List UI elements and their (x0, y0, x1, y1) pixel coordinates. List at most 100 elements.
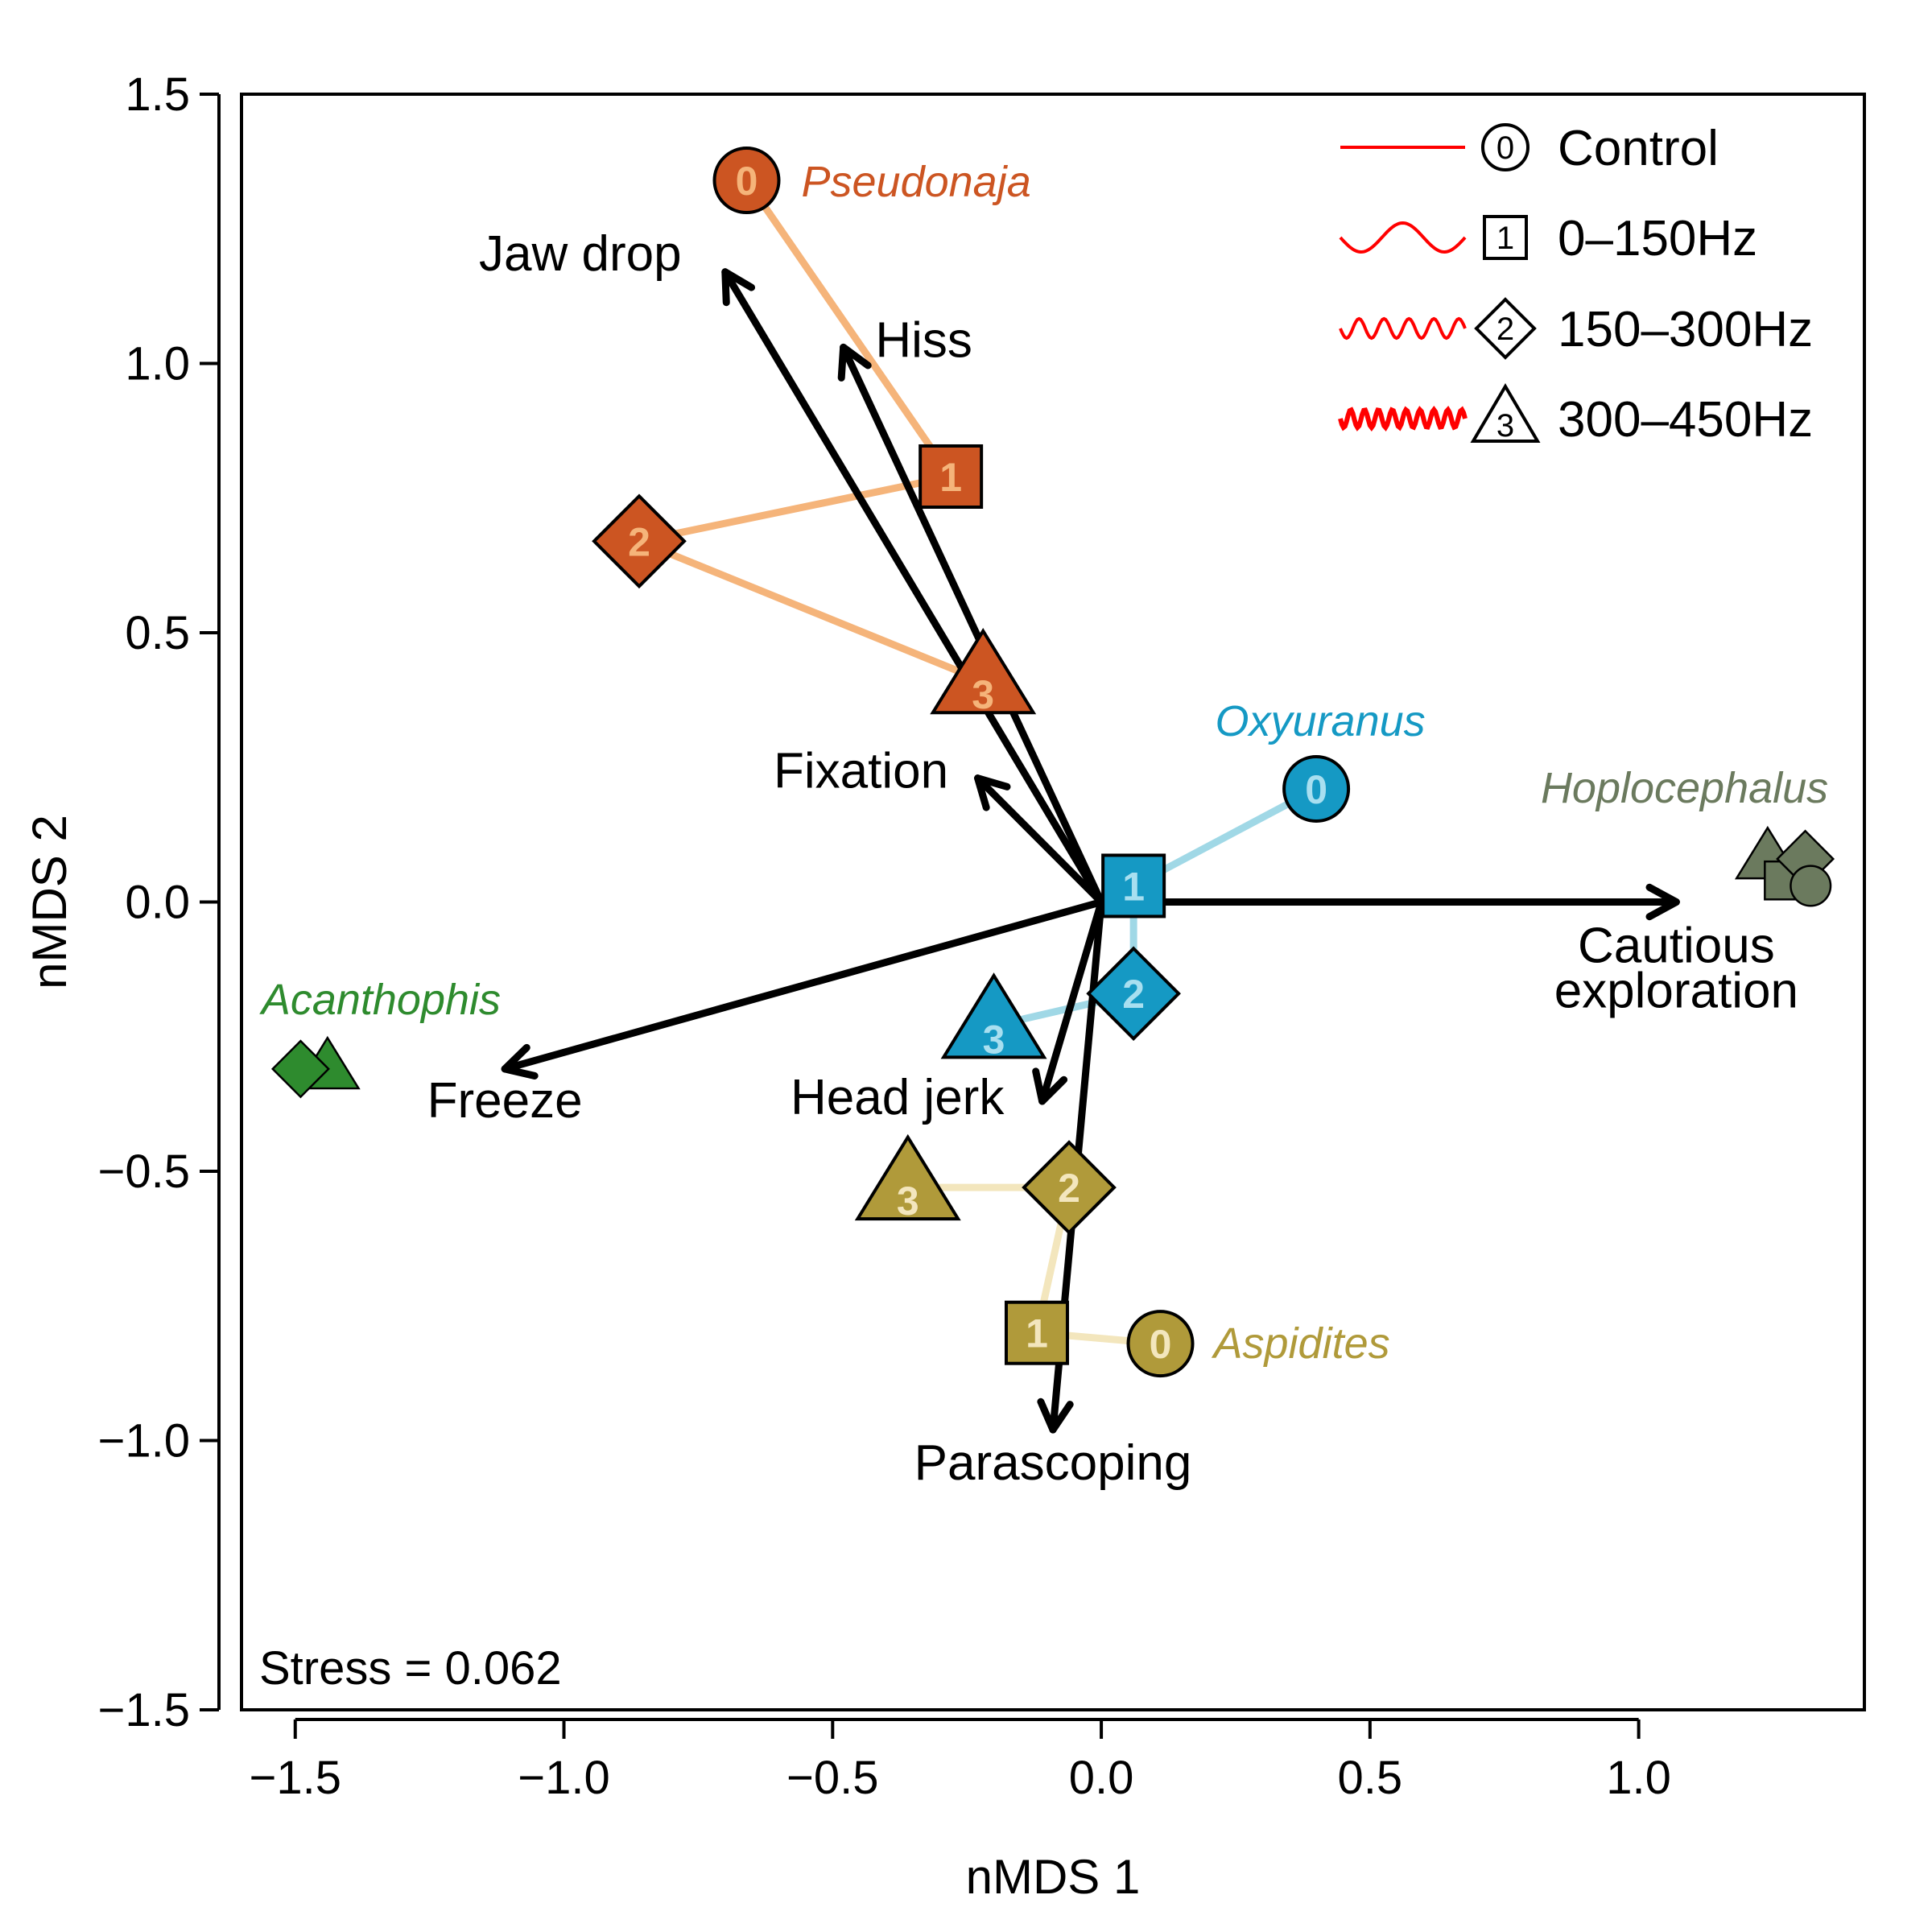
diamond-marker (1022, 1140, 1117, 1235)
diamond-marker (1086, 946, 1181, 1042)
marker-number: 0 (1305, 767, 1327, 812)
vector-label: Parascoping (914, 1435, 1192, 1491)
marker-number: 2 (628, 519, 650, 564)
vector-line (1038, 898, 1105, 1105)
vector-arrowhead (501, 1043, 539, 1080)
plot-frame (240, 93, 1866, 1711)
vector-line (840, 343, 1105, 906)
legend-entry-control: 0 Control (1340, 121, 1719, 176)
marker-number: 2 (1058, 1166, 1080, 1211)
marker-number: 0 (1150, 1322, 1172, 1367)
species-label-pseudonaja: Pseudonaja (801, 158, 1030, 206)
vector-freeze: Freeze (427, 898, 1105, 1129)
vector-arrowhead (721, 268, 756, 307)
vector-label: Fixation (774, 744, 948, 799)
vector-arrowhead (1032, 1067, 1068, 1105)
vector-fixation: Fixation (774, 744, 1105, 906)
vector-label: Cautious (1578, 919, 1775, 974)
legend-line (1339, 221, 1467, 254)
path-pseudonaja (635, 178, 985, 685)
marker-number: 3 (983, 1017, 1005, 1062)
y-tick-label: 1.5 (125, 68, 190, 121)
y-axis-title: nMDS 2 (23, 815, 76, 989)
legend-label: 150–300Hz (1558, 302, 1813, 357)
marker-number: 3 (897, 1179, 919, 1224)
vector-line (721, 268, 1105, 906)
legend-label: Control (1558, 121, 1719, 176)
vector-label-line2: exploration (1554, 964, 1798, 1019)
legend-circle (1481, 123, 1530, 171)
y-tick-label: 0.0 (125, 877, 190, 929)
y-tick-label: −0.5 (98, 1146, 191, 1198)
legend-line (1339, 316, 1467, 341)
legend: 0 Control 1 0–150Hz 2 150–300Hz 3 300–450Hz (1338, 121, 1813, 448)
square-marker (1004, 1300, 1069, 1365)
legend-entry-150-300hz: 2 150–300Hz (1339, 297, 1813, 360)
species-label-acanthophis: Acanthophis (259, 976, 501, 1024)
marker (270, 1039, 330, 1099)
legend-entry-0-150hz: 1 0–150Hz (1339, 211, 1757, 266)
y-tick-label: 0.5 (125, 607, 190, 659)
y-tick-label: 1.0 (125, 338, 190, 390)
point-hoplocephalus (1790, 865, 1832, 907)
point-pseudonaja: 1 (919, 444, 984, 509)
point-oxyuranus: 3 (940, 972, 1047, 1062)
point-aspidites: 0 (1126, 1310, 1195, 1378)
point-aspidites: 3 (854, 1133, 961, 1224)
y-tick-label: −1.5 (98, 1684, 191, 1736)
circle-marker (712, 147, 781, 215)
path-aspidites (907, 1183, 1161, 1348)
vector-head-jerk: Head jerk (791, 898, 1105, 1125)
triangle-marker (930, 627, 1037, 715)
point-aspidites: 2 (1022, 1140, 1117, 1235)
x-tick-label: 0.5 (1338, 1752, 1403, 1804)
species-label-hoplocephalus: Hoplocephalus (1541, 764, 1828, 812)
triangle-marker (854, 1133, 961, 1221)
legend-triangle (1470, 383, 1541, 443)
point-oxyuranus: 2 (1086, 946, 1181, 1042)
marker-number: 1 (1026, 1311, 1048, 1356)
vector-label: Head jerk (791, 1070, 1005, 1125)
point-oxyuranus: 1 (1101, 853, 1166, 919)
marker-number: 1 (1122, 864, 1145, 909)
species-label-aspidites: Aspidites (1212, 1319, 1390, 1368)
vector-jaw-drop: Jaw drop (479, 226, 1105, 906)
data-points: 3 1 2 0 3 1 2 0 3 1 2 0 (270, 147, 1835, 1378)
legend-number: 2 (1496, 312, 1514, 347)
marker-number: 2 (1122, 972, 1145, 1017)
legend-number: 3 (1496, 408, 1514, 444)
vector-arrowhead (974, 774, 1011, 811)
square-marker (1101, 853, 1166, 919)
marker-number: 0 (736, 159, 758, 204)
stress-label: Stress = 0.062 (259, 1642, 562, 1695)
vector-hiss: Hiss (837, 312, 1105, 906)
vector-arrowhead (1645, 883, 1680, 921)
x-tick-label: −0.5 (786, 1752, 879, 1804)
x-axis-title: nMDS 1 (966, 1850, 1141, 1904)
point-aspidites: 1 (1004, 1300, 1069, 1365)
diamond-marker (592, 493, 687, 589)
point-pseudonaja: 3 (930, 627, 1037, 717)
species-labels: Pseudonaja Oxyuranus Aspidites Hoplocephalu… (259, 158, 1828, 1368)
circle-marker (1282, 755, 1351, 824)
point-pseudonaja: 0 (712, 147, 781, 215)
x-tick-label: 0.0 (1069, 1752, 1134, 1804)
axes: −1.5 −1.0 −0.5 0.0 0.5 1.0 −1.5 −1.0 −0.5 0.0 0.5 1… (98, 68, 1671, 1804)
vector-label: Freeze (427, 1073, 583, 1129)
point-acanthophis (270, 1039, 330, 1099)
vector-line (501, 898, 1105, 1073)
vector-arrowhead (1037, 1397, 1074, 1434)
diamond-marker (270, 1039, 330, 1099)
point-oxyuranus: 0 (1282, 755, 1351, 824)
vector-label: Jaw drop (479, 226, 682, 282)
point-pseudonaja: 2 (592, 493, 687, 589)
species-paths (635, 178, 1319, 1348)
legend-label: 300–450Hz (1558, 392, 1813, 448)
vector-label: Hiss (875, 312, 972, 368)
legend-diamond (1474, 297, 1537, 360)
triangle-marker (940, 972, 1047, 1059)
path-oxyuranus (993, 786, 1319, 1030)
vector-line (974, 774, 1105, 906)
